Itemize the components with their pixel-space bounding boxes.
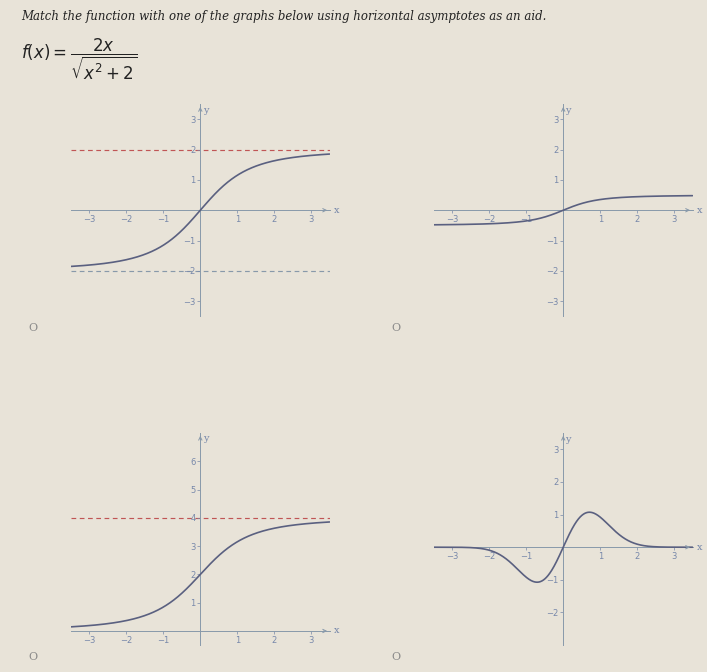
Text: $f(x) = \dfrac{2x}{\sqrt{x^2+2}}$: $f(x) = \dfrac{2x}{\sqrt{x^2+2}}$ [21,37,137,83]
Text: Match the function with one of the graphs below using horizontal asymptotes as a: Match the function with one of the graph… [21,10,547,23]
Text: x: x [696,206,702,215]
Text: y: y [566,106,571,115]
Text: x: x [334,626,339,636]
Text: y: y [202,434,208,444]
Text: y: y [566,435,571,444]
Text: x: x [696,543,702,552]
Text: y: y [202,106,208,115]
Text: O: O [28,652,37,662]
Text: x: x [334,206,339,215]
Text: O: O [391,323,400,333]
Text: O: O [391,652,400,662]
Text: O: O [28,323,37,333]
